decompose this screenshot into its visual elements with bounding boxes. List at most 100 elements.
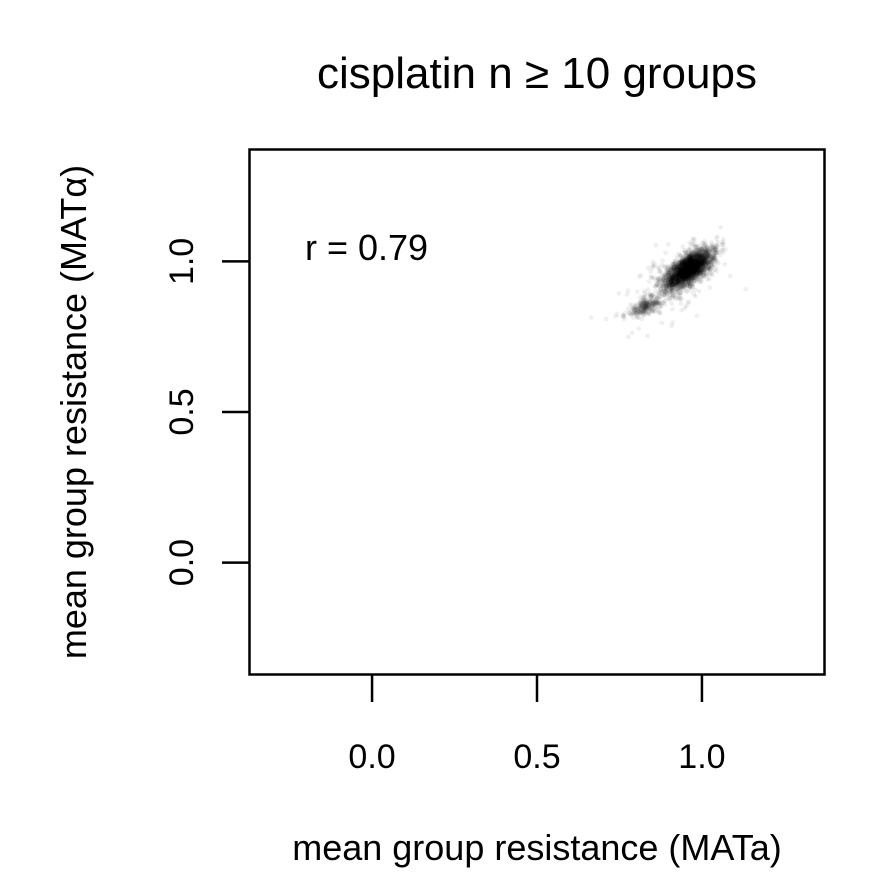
scatter-point bbox=[670, 267, 676, 273]
scatter-point bbox=[679, 272, 685, 277]
scatter-point bbox=[664, 294, 670, 300]
scatter-point bbox=[675, 263, 681, 269]
scatter-point bbox=[697, 279, 702, 285]
scatter-point bbox=[662, 273, 668, 279]
scatter-point bbox=[676, 277, 681, 283]
scatter-point bbox=[701, 262, 707, 268]
scatter-point bbox=[682, 280, 688, 286]
scatter-point bbox=[697, 252, 703, 257]
scatter-point bbox=[708, 263, 714, 268]
scatter-point bbox=[695, 264, 700, 270]
scatter-point bbox=[669, 270, 675, 276]
scatter-point bbox=[679, 259, 685, 264]
scatter-point bbox=[694, 254, 700, 260]
scatter-point bbox=[680, 274, 685, 280]
scatter-point bbox=[678, 273, 683, 279]
scatter-point bbox=[657, 310, 663, 316]
scatter-point bbox=[681, 272, 687, 278]
scatter-point bbox=[695, 263, 701, 269]
scatter-point bbox=[684, 268, 690, 274]
scatter-point bbox=[697, 249, 703, 255]
scatter-point bbox=[713, 243, 719, 249]
scatter-point bbox=[695, 259, 701, 265]
scatter-point bbox=[690, 275, 696, 281]
scatter-point bbox=[677, 276, 683, 282]
scatter-point bbox=[690, 257, 695, 263]
scatter-point bbox=[690, 283, 695, 289]
x-tick-label: 1.0 bbox=[678, 738, 725, 776]
scatter-point bbox=[714, 250, 719, 256]
scatter-point bbox=[657, 300, 662, 306]
scatter-point bbox=[680, 255, 685, 261]
scatter-point bbox=[675, 264, 681, 269]
scatter-point bbox=[686, 269, 692, 275]
scatter-point bbox=[674, 273, 680, 278]
scatter-point bbox=[702, 260, 708, 266]
scatter-point bbox=[695, 248, 701, 254]
scatter-point bbox=[700, 265, 706, 271]
scatter-point bbox=[686, 255, 692, 260]
scatter-point bbox=[686, 271, 692, 277]
scatter-point bbox=[696, 262, 702, 268]
scatter-point bbox=[677, 275, 683, 281]
scatter-point bbox=[630, 305, 636, 311]
scatter-point bbox=[661, 282, 666, 287]
scatter-point bbox=[693, 264, 699, 270]
scatter-point bbox=[705, 258, 711, 263]
scatter-point bbox=[677, 284, 683, 290]
scatter-point bbox=[665, 267, 670, 273]
scatter-point bbox=[670, 265, 676, 271]
scatter-point bbox=[656, 277, 661, 282]
scatter-point bbox=[677, 272, 683, 277]
scatter-point bbox=[677, 281, 683, 286]
scatter-point bbox=[683, 273, 689, 278]
scatter-point bbox=[681, 258, 687, 264]
scatter-point bbox=[665, 288, 671, 294]
scatter-point bbox=[703, 260, 709, 266]
scatter-point bbox=[653, 301, 658, 307]
scatter-point bbox=[710, 248, 716, 253]
scatter-point bbox=[680, 267, 685, 272]
scatter-point bbox=[697, 263, 703, 269]
scatter-point bbox=[678, 273, 684, 278]
scatter-point bbox=[686, 256, 692, 261]
scatter-point bbox=[711, 254, 716, 260]
scatter-point bbox=[660, 278, 666, 283]
scatter-point bbox=[713, 243, 718, 249]
scatter-point bbox=[680, 266, 686, 272]
scatter-point bbox=[714, 250, 719, 256]
scatter-point bbox=[678, 274, 684, 280]
scatter-point bbox=[696, 259, 702, 264]
scatter-point bbox=[664, 274, 669, 280]
scatter-point bbox=[677, 270, 682, 275]
scatter-point bbox=[663, 285, 669, 291]
scatter-point bbox=[695, 262, 701, 268]
scatter-point bbox=[697, 261, 703, 267]
scatter-point bbox=[698, 259, 704, 265]
scatter-point bbox=[715, 244, 721, 250]
scatter-point bbox=[665, 277, 670, 283]
scatter-point bbox=[695, 264, 700, 269]
scatter-point bbox=[704, 254, 710, 260]
scatter-point bbox=[686, 262, 692, 268]
scatter-point bbox=[671, 265, 677, 271]
scatter-point bbox=[655, 300, 660, 306]
scatter-point bbox=[707, 285, 713, 291]
scatter-point bbox=[697, 255, 703, 261]
scatter-point bbox=[695, 262, 701, 268]
scatter-point bbox=[668, 267, 674, 273]
scatter-point bbox=[690, 263, 696, 268]
scatter-point bbox=[681, 274, 686, 279]
scatter-point bbox=[643, 299, 648, 305]
scatter-point bbox=[673, 274, 679, 280]
scatter-point bbox=[670, 281, 676, 287]
scatter-point bbox=[690, 238, 696, 244]
scatter-point bbox=[690, 258, 696, 263]
scatter-point bbox=[671, 261, 677, 267]
scatter-point bbox=[675, 295, 681, 301]
scatter-point bbox=[668, 279, 674, 284]
scatter-point bbox=[644, 300, 650, 306]
scatter-point bbox=[684, 277, 689, 282]
scatter-point bbox=[694, 254, 700, 260]
scatter-point bbox=[679, 263, 685, 269]
